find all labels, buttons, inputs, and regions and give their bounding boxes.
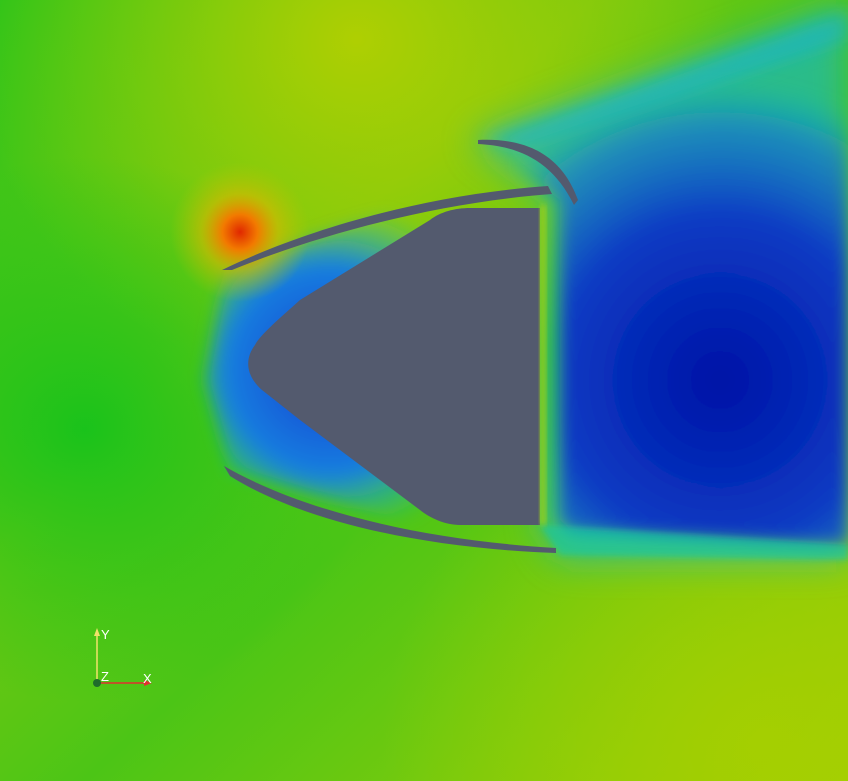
upper-cowl [222,186,552,270]
x-axis-arrow [144,680,152,686]
upper-shear-layer [480,10,848,150]
stagnation-hotspot [170,162,310,302]
upper-flap [478,139,578,205]
orientation-axes: Y Z X [93,627,152,687]
base-face-streak [540,205,546,525]
lower-shear-layer [540,525,848,560]
wake-region [480,15,848,545]
y-axis-arrow [94,628,100,636]
z-axis-dot [93,679,101,687]
x-axis-label: X [143,671,152,686]
z-axis-label: Z [101,669,109,684]
solid-body [248,208,540,525]
y-axis-label: Y [101,627,110,642]
